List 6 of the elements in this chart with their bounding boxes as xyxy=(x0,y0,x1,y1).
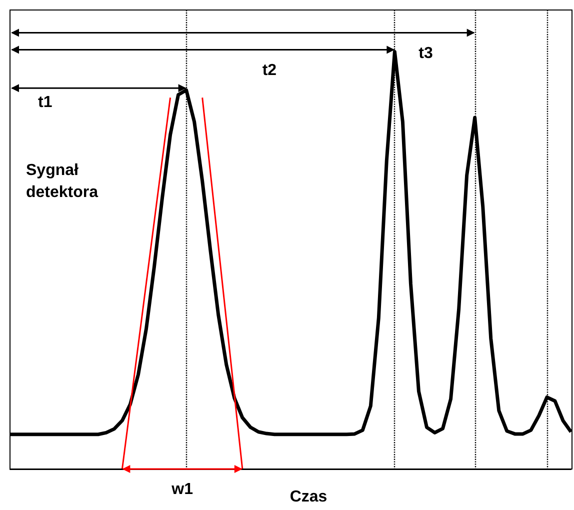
annotation: t3 xyxy=(418,44,433,63)
x-axis-title: Czas xyxy=(290,488,328,506)
annotation: t2 xyxy=(262,62,277,80)
y-axis-title: Sygnał detektora xyxy=(26,161,100,203)
annotation: t1 xyxy=(38,94,52,112)
text: w1 xyxy=(172,481,193,499)
